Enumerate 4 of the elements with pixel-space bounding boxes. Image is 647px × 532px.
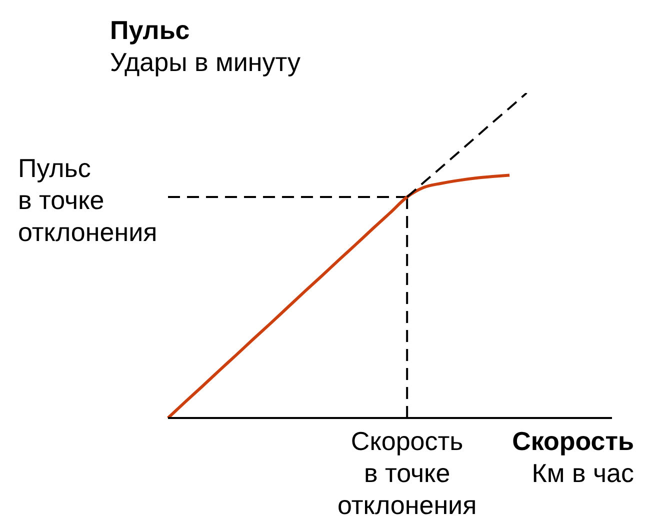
- text: Скорость в точке отклонения: [337, 426, 477, 520]
- y-axis-title: Пульс Удары в минуту: [110, 14, 300, 78]
- ref-line-label: Пульс в точке отклонения: [18, 153, 158, 247]
- x-axis-title: Скорость Км в час: [512, 425, 634, 489]
